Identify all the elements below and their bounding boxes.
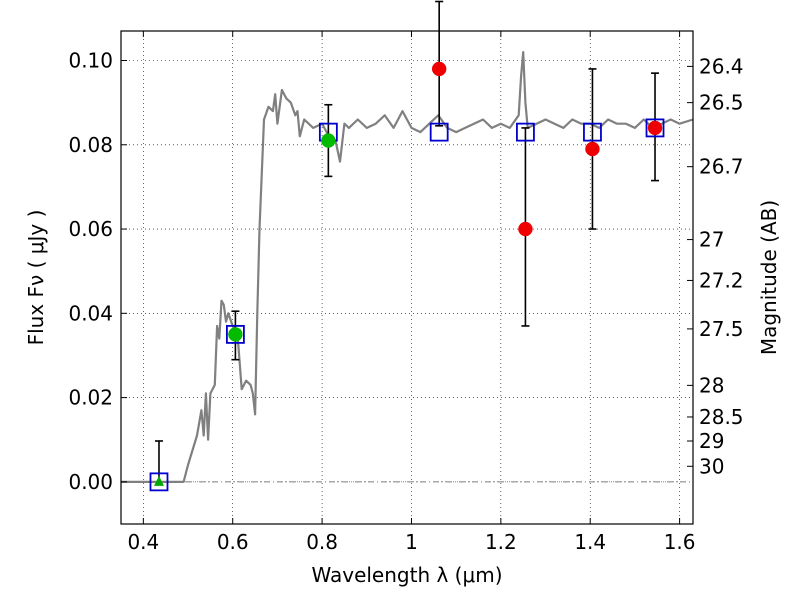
- y2-axis-label: Magnitude (AB): [757, 200, 781, 355]
- plot-frame: [120, 30, 694, 525]
- y-tick-label: 0.02: [68, 386, 113, 410]
- y-tick-label: 0.10: [68, 48, 113, 72]
- photometry-point: [585, 141, 600, 157]
- axis-ticks: 0.4 0.6 0.8 1 1.2 1.4 1.6 0.00 0.02 0.04 0.06 0.08 0…: [68, 31, 744, 554]
- x-tick-label: 1.2: [485, 530, 517, 554]
- x-tick-label: 0.6: [217, 530, 249, 554]
- model-square-marker: [429, 122, 449, 142]
- y2-tick-label: 28: [699, 373, 724, 397]
- y-tick-label: 0.04: [68, 301, 113, 325]
- x-tick-label: 1.6: [664, 530, 696, 554]
- y2-tick-label: 28.5: [699, 405, 744, 429]
- y2-tick-label: 26.7: [699, 155, 744, 179]
- y-tick-label: 0.00: [68, 470, 113, 494]
- y2-tick-label: 26.4: [699, 54, 744, 78]
- y2-tick-label: 29: [699, 429, 724, 453]
- x-tick-label: 0.4: [127, 530, 159, 554]
- photometry-point: [431, 61, 447, 77]
- y2-tick-label: 27: [699, 228, 724, 252]
- y2-tick-label: 30: [699, 454, 724, 478]
- y2-tick-label: 27.2: [699, 268, 744, 292]
- y2-tick-label: 27.5: [699, 317, 744, 341]
- model-square-marker: [225, 324, 245, 344]
- x-tick-label: 0.8: [306, 530, 338, 554]
- photometry-point: [518, 221, 533, 237]
- model-spectrum: [121, 50, 694, 483]
- photometry-point: [228, 327, 243, 342]
- model-spectrum-line: [121, 50, 694, 483]
- y2-tick-label: 26.5: [699, 91, 744, 115]
- y-tick-label: 0.08: [68, 133, 113, 157]
- model-square-marker: [645, 118, 665, 138]
- y-tick-label: 0.06: [68, 217, 113, 241]
- y-axis-label: Flux Fν ( μJy ): [24, 210, 48, 346]
- x-axis-label: Wavelength λ (μm): [311, 563, 502, 587]
- model-square-marker: [516, 122, 535, 142]
- model-square-marker: [149, 472, 169, 492]
- model-square-marker: [583, 122, 602, 142]
- photometry-point: [321, 133, 336, 148]
- x-tick-label: 1: [405, 530, 418, 554]
- photometry-point: [647, 120, 663, 136]
- data-markers: [149, 61, 665, 492]
- upper-limit-triangle: [153, 475, 164, 486]
- x-tick-label: 1.4: [574, 530, 606, 554]
